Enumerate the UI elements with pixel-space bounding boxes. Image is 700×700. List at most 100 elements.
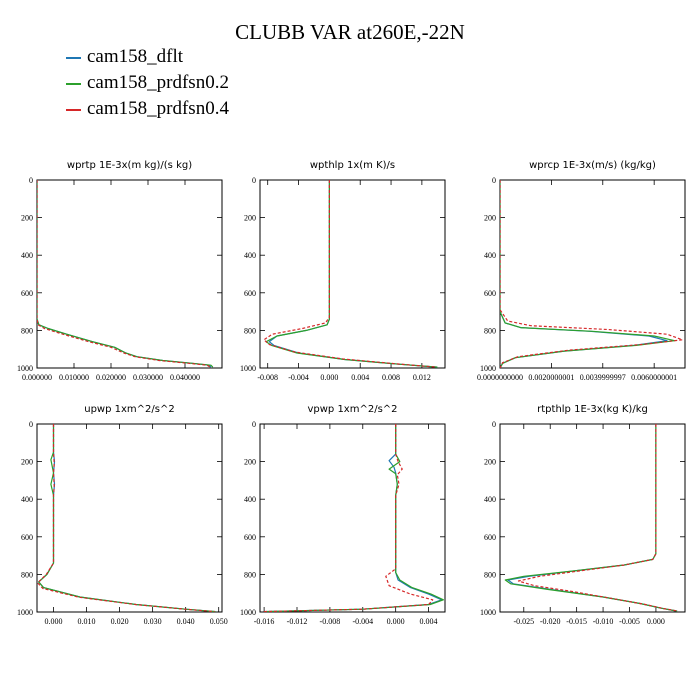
- y-tick-label: 600: [21, 289, 33, 298]
- x-tick-label: 0.000: [320, 373, 338, 382]
- panel-3: wprcp 1E-3x(m/s) (kg/kg) 0 200 400 600 800 100…: [477, 160, 686, 382]
- y-tick-label: 200: [484, 214, 496, 223]
- x-tick-label: 0.020: [111, 617, 129, 626]
- y-tick-label: 0: [252, 420, 256, 429]
- panel-title: wprtp 1E-3x(m kg)/(s kg): [67, 160, 192, 171]
- x-tick-label: -0.008: [257, 373, 278, 382]
- x-tick-label: 0.020000: [96, 373, 126, 382]
- y-tick-label: 800: [484, 570, 496, 579]
- x-tick-label: 0.000: [387, 617, 405, 626]
- panel-1: wprtp 1E-3x(m kg)/(s kg) 0 200 400 600 800 100…: [17, 160, 223, 382]
- series-line-2: [504, 424, 678, 612]
- legend-label-dflt: cam158_dflt: [87, 46, 184, 67]
- legend-swatch-prdfsn04: [66, 109, 81, 111]
- series-line-1: [500, 180, 668, 368]
- y-tick-label: 400: [244, 495, 256, 504]
- y-tick-label: 800: [21, 326, 33, 335]
- series-line-3: [517, 424, 679, 612]
- x-tick-label: 0.0000000000: [477, 373, 523, 382]
- series-line-3: [37, 180, 211, 368]
- x-tick-label: -0.004: [288, 373, 309, 382]
- y-tick-label: 200: [484, 458, 496, 467]
- x-tick-label: 0.008: [382, 373, 400, 382]
- series-line-1: [264, 424, 443, 612]
- series-line-1: [37, 180, 212, 368]
- panel-title: wpthlp 1x(m K)/s: [310, 160, 395, 171]
- series-line-3: [37, 424, 215, 612]
- x-tick-label: 0.012: [413, 373, 431, 382]
- y-tick-label: 0: [29, 420, 33, 429]
- series-line-3: [263, 180, 436, 368]
- legend-label-prdfsn02: cam158_prdfsn0.2: [87, 72, 229, 93]
- x-tick-label: 0.000: [45, 617, 63, 626]
- y-tick-label: 800: [484, 326, 496, 335]
- y-tick-label: 400: [484, 251, 496, 260]
- series-line-1: [507, 424, 678, 612]
- x-tick-label: 0.040: [177, 617, 195, 626]
- x-tick-label: 0.000000: [22, 373, 52, 382]
- plot-frame: [499, 179, 686, 369]
- x-tick-label: 0.0020000001: [528, 373, 574, 382]
- panel-title: upwp 1xm^2/s^2: [84, 404, 174, 415]
- x-tick-label: -0.004: [352, 617, 373, 626]
- y-tick-label: 0: [252, 176, 256, 185]
- y-tick-label: 0: [29, 176, 33, 185]
- y-tick-label: 600: [21, 533, 33, 542]
- legend-item-prdfsn02: cam158_prdfsn0.2: [66, 70, 229, 96]
- y-tick-label: 400: [21, 251, 33, 260]
- x-tick-label: -0.020: [540, 617, 561, 626]
- series-line-3: [500, 180, 684, 368]
- x-tick-label: 0.030000: [133, 373, 163, 382]
- y-tick-label: 0: [492, 420, 496, 429]
- y-tick-label: 800: [244, 326, 256, 335]
- x-tick-label: 0.030: [144, 617, 162, 626]
- series-line-2: [264, 424, 444, 612]
- y-tick-label: 1000: [480, 608, 496, 617]
- y-tick-label: 600: [484, 289, 496, 298]
- page-title: CLUBB VAR at260E,-22N: [235, 20, 465, 44]
- plot-frame: [499, 423, 686, 613]
- y-tick-label: 800: [244, 570, 256, 579]
- panel-5: vpwp 1xm^2/s^2 0 200 400 600 800 1000-0.016 -0.…: [240, 404, 446, 626]
- series-line-1: [38, 424, 216, 612]
- series-line-2: [37, 180, 214, 368]
- x-tick-label: -0.005: [619, 617, 640, 626]
- x-tick-label: 0.050: [210, 617, 228, 626]
- x-tick-label: -0.016: [254, 617, 275, 626]
- legend-swatch-dflt: [66, 57, 81, 59]
- y-tick-label: 200: [21, 214, 33, 223]
- y-tick-label: 1000: [240, 608, 256, 617]
- y-tick-label: 0: [492, 176, 496, 185]
- y-tick-label: 400: [21, 495, 33, 504]
- x-tick-label: 0.0060000001: [631, 373, 677, 382]
- y-tick-label: 400: [484, 495, 496, 504]
- x-tick-label: 0.004: [351, 373, 369, 382]
- y-tick-label: 1000: [17, 364, 33, 373]
- plot-frame: [259, 179, 446, 369]
- x-tick-label: 0.010000: [59, 373, 89, 382]
- panel-2: wpthlp 1x(m K)/s 0 200 400 600 800 1000-0.008 -…: [240, 160, 446, 382]
- panel-4: upwp 1xm^2/s^2 0 200 400 600 800 1000 0.000 0.01…: [17, 404, 228, 626]
- x-tick-label: 0.040000: [170, 373, 200, 382]
- plot-frame: [36, 423, 223, 613]
- y-tick-label: 800: [21, 570, 33, 579]
- panel-6: rtpthlp 1E-3x(kg K)/kg 0 200 400 600 800 1000 -…: [480, 404, 686, 626]
- y-tick-label: 600: [484, 533, 496, 542]
- y-tick-label: 600: [244, 289, 256, 298]
- y-tick-label: 200: [21, 458, 33, 467]
- y-tick-label: 1000: [240, 364, 256, 373]
- series-line-1: [268, 180, 438, 368]
- x-tick-label: -0.025: [513, 617, 534, 626]
- series-line-2: [265, 180, 438, 368]
- panel-title: vpwp 1xm^2/s^2: [307, 404, 397, 415]
- plot-frame: [259, 423, 446, 613]
- x-tick-label: 0.010: [78, 617, 96, 626]
- y-tick-label: 600: [244, 533, 256, 542]
- series-line-3: [264, 424, 434, 612]
- y-tick-label: 200: [244, 458, 256, 467]
- plot-frame: [36, 179, 223, 369]
- y-tick-label: 200: [244, 214, 256, 223]
- legend-item-prdfsn04: cam158_prdfsn0.4: [66, 96, 229, 122]
- legend: cam158_dflt cam158_prdfsn0.2 cam158_prdf…: [66, 44, 229, 122]
